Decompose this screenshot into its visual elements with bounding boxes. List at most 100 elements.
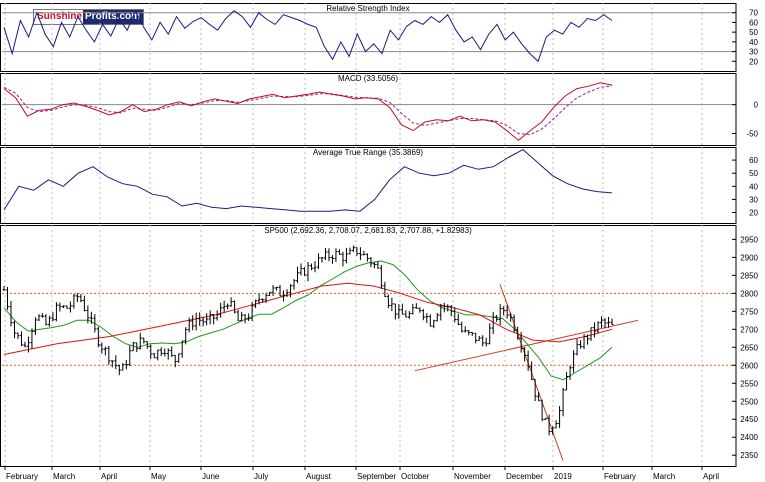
price-bar [117, 364, 121, 376]
price-bar [579, 340, 583, 349]
price-bar [303, 267, 307, 276]
price-bar [565, 371, 569, 391]
y-tick-label: 2800 [740, 289, 758, 298]
price-bar [23, 341, 27, 348]
price-bar [93, 314, 97, 333]
price-bar [163, 348, 167, 357]
price-bar [54, 302, 58, 322]
price-bar [247, 313, 251, 321]
price-bar [589, 327, 593, 341]
price-bar [37, 314, 41, 322]
price-bar [600, 316, 604, 328]
price-bar [477, 335, 481, 341]
y-tick-label: 60 [749, 156, 758, 165]
x-tick-label: June [202, 472, 220, 481]
price-bar [9, 300, 13, 327]
price-bar [530, 361, 534, 380]
price-bar [156, 349, 160, 361]
x-tick-label: February [6, 472, 38, 481]
price-bar [149, 344, 153, 360]
x-tick-label: July [254, 472, 268, 481]
rsi-line [3, 9, 613, 63]
macd-line [3, 82, 613, 142]
price-bar [289, 284, 293, 298]
x-tick-label: March [53, 472, 75, 481]
price-bar [138, 332, 142, 350]
price-bar [264, 292, 268, 303]
price-bar [194, 312, 198, 331]
price-bar [205, 313, 209, 326]
price-bar [442, 302, 446, 313]
x-tick-label: August [306, 472, 332, 481]
price-bar [30, 328, 34, 349]
price-bar [488, 323, 492, 345]
price-bar [558, 406, 562, 429]
price-bar [86, 305, 90, 324]
price-bar [411, 303, 415, 315]
price-bar [320, 256, 324, 263]
price-bar [58, 302, 62, 312]
price-bar [309, 263, 313, 271]
price-bar [44, 314, 48, 326]
panel-title: Relative Strength Index [326, 4, 409, 13]
price-bar [51, 312, 55, 322]
price-bar [145, 341, 149, 349]
panel-frame-3 [0, 147, 737, 224]
y-tick-label: 40 [749, 182, 758, 191]
price-bar [582, 334, 586, 350]
y-tick-label: 2750 [740, 307, 758, 316]
price-bar [453, 307, 457, 323]
price-bar [351, 245, 355, 252]
price-bar [348, 247, 352, 255]
y-tick-label: 2550 [740, 379, 758, 388]
price-bar [572, 350, 576, 373]
price-bar [596, 321, 600, 334]
panel-title: SP500 (2,692.36, 2,708.07, 2,681.83, 2,7… [264, 226, 472, 235]
price-bar [184, 327, 188, 345]
price-bar [236, 309, 240, 322]
price-bar [323, 247, 327, 260]
price-bar [586, 334, 590, 345]
price-bar [72, 293, 76, 309]
price-bar [131, 341, 135, 352]
logo-part1: Sunshine [37, 11, 83, 22]
price-bar [135, 342, 139, 353]
x-tick-label: October [401, 472, 430, 481]
price-bar [610, 318, 614, 325]
price-bar [26, 336, 30, 353]
price-bar [418, 307, 422, 313]
price-bar [292, 279, 296, 290]
y-tick-label: 2950 [740, 235, 758, 244]
price-bar [121, 363, 125, 371]
price-bar [523, 347, 527, 362]
price-bar [40, 313, 44, 318]
y-tick-label: 40 [749, 38, 758, 47]
price-bar [474, 332, 478, 344]
price-bar [397, 304, 401, 319]
price-bar [219, 302, 223, 318]
panel-frame-1 [0, 3, 737, 72]
y-tick-label: 20 [749, 57, 758, 66]
price-bar [330, 254, 334, 264]
price-bar [180, 340, 184, 358]
panel-title: MACD (33.5056) [338, 74, 398, 83]
x-tick-label: April [703, 472, 719, 481]
panel-title: Average True Range (35.3869) [313, 148, 423, 157]
price-bar [208, 310, 212, 325]
price-bar [362, 250, 366, 256]
price-bar [512, 314, 516, 333]
y-tick-label: 60 [749, 18, 758, 27]
y-tick-label: 50 [749, 169, 758, 178]
x-tick-label: September [357, 472, 396, 481]
price-bar [400, 303, 404, 315]
price-bar [107, 346, 111, 365]
price-bar [519, 331, 523, 353]
atr-line [3, 148, 613, 212]
price-bar [509, 312, 513, 322]
price-bar [128, 345, 132, 366]
price-bar [275, 286, 279, 291]
x-tick-label: April [101, 472, 117, 481]
price-bar [79, 293, 83, 303]
price-bar [470, 331, 474, 336]
price-bar [344, 247, 348, 264]
